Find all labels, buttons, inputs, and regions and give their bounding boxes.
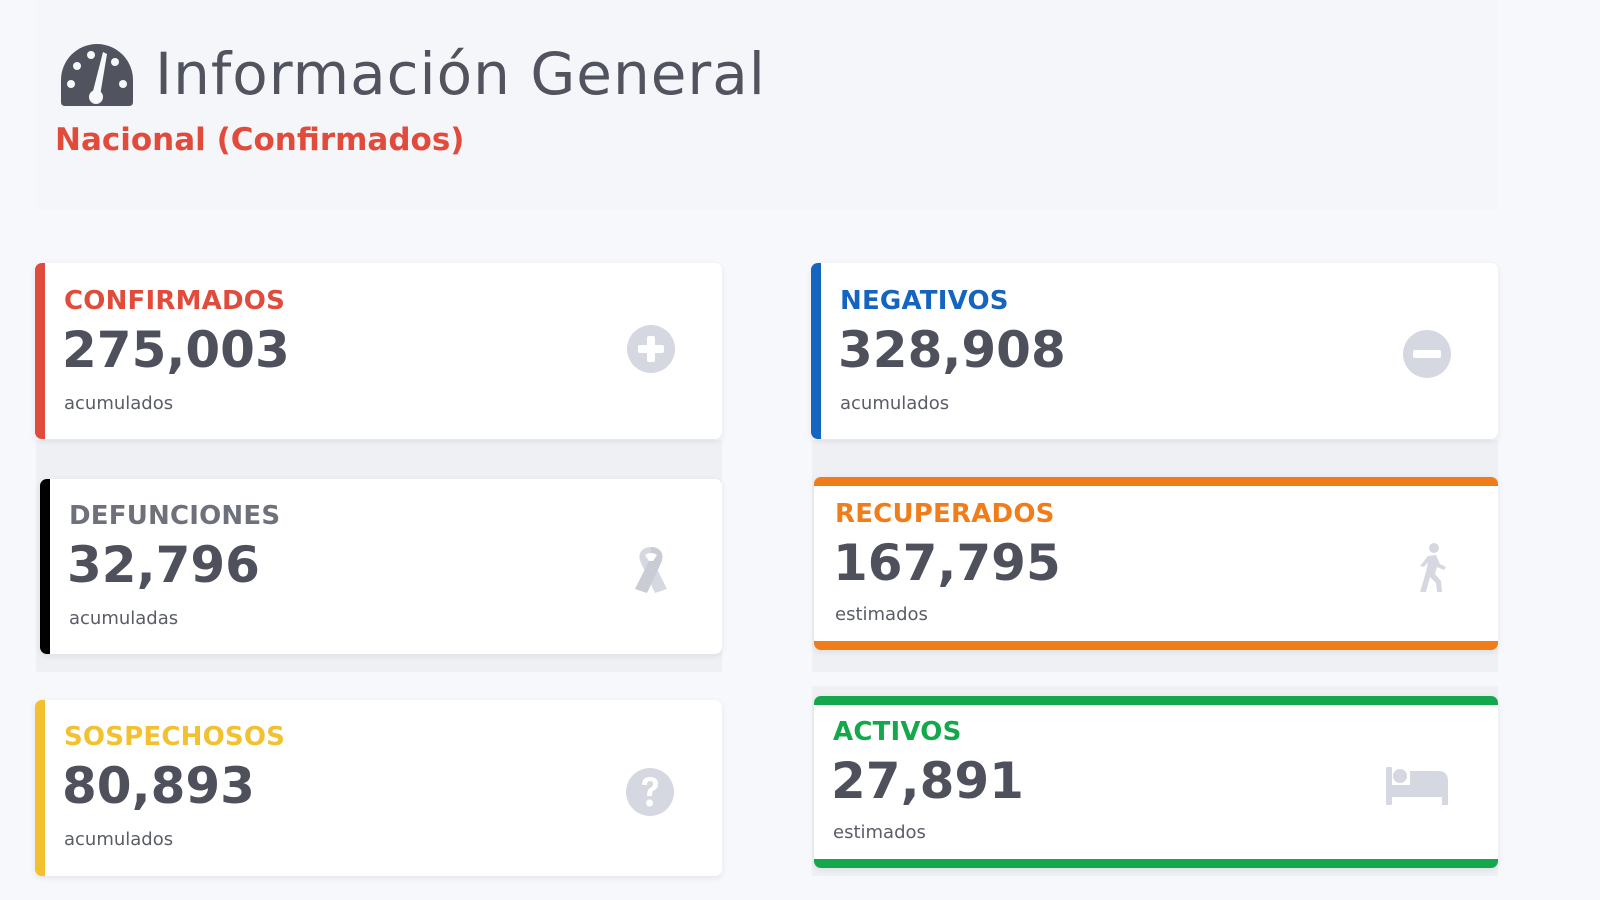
card-value: 328,908 [838,321,1066,379]
card-label: NEGATIVOS [840,286,1009,316]
header-area [36,0,1498,210]
card-defunciones[interactable]: DEFUNCIONES 32,796 acumuladas [40,479,722,654]
card-sublabel: estimados [835,604,928,625]
page-subtitle: Nacional (Confirmados) [55,122,465,158]
card-value: 32,796 [67,536,260,594]
bed-icon [1386,767,1448,805]
question-circle-icon [626,768,674,816]
card-value: 27,891 [831,752,1024,810]
card-value: 80,893 [62,757,255,815]
tachometer-icon [61,44,133,106]
plus-circle-icon [627,325,675,373]
card-label: DEFUNCIONES [69,501,281,531]
walking-icon [1420,543,1446,592]
page-header: Información General [57,40,766,108]
card-sospechosos[interactable]: SOSPECHOSOS 80,893 acumulados [35,700,722,876]
card-label: SOSPECHOSOS [64,722,286,752]
card-label: ACTIVOS [833,717,962,747]
card-sublabel: acumulados [840,393,950,414]
card-value: 275,003 [62,321,290,379]
card-label: CONFIRMADOS [64,286,286,316]
card-sublabel: acumuladas [69,608,179,629]
card-sublabel: acumulados [64,393,174,414]
minus-circle-icon [1403,330,1451,378]
card-sublabel: estimados [833,822,926,843]
page-title: Información General [155,40,766,108]
card-sublabel: acumulados [64,829,174,850]
card-recuperados[interactable]: RECUPERADOS 167,795 estimados [814,477,1498,650]
card-value: 167,795 [833,534,1061,592]
ribbon-icon [635,547,667,593]
card-negativos[interactable]: NEGATIVOS 328,908 acumulados [811,263,1498,439]
card-label: RECUPERADOS [835,499,1055,529]
card-confirmados[interactable]: CONFIRMADOS 275,003 acumulados [35,263,722,439]
card-activos[interactable]: ACTIVOS 27,891 estimados [814,696,1498,868]
